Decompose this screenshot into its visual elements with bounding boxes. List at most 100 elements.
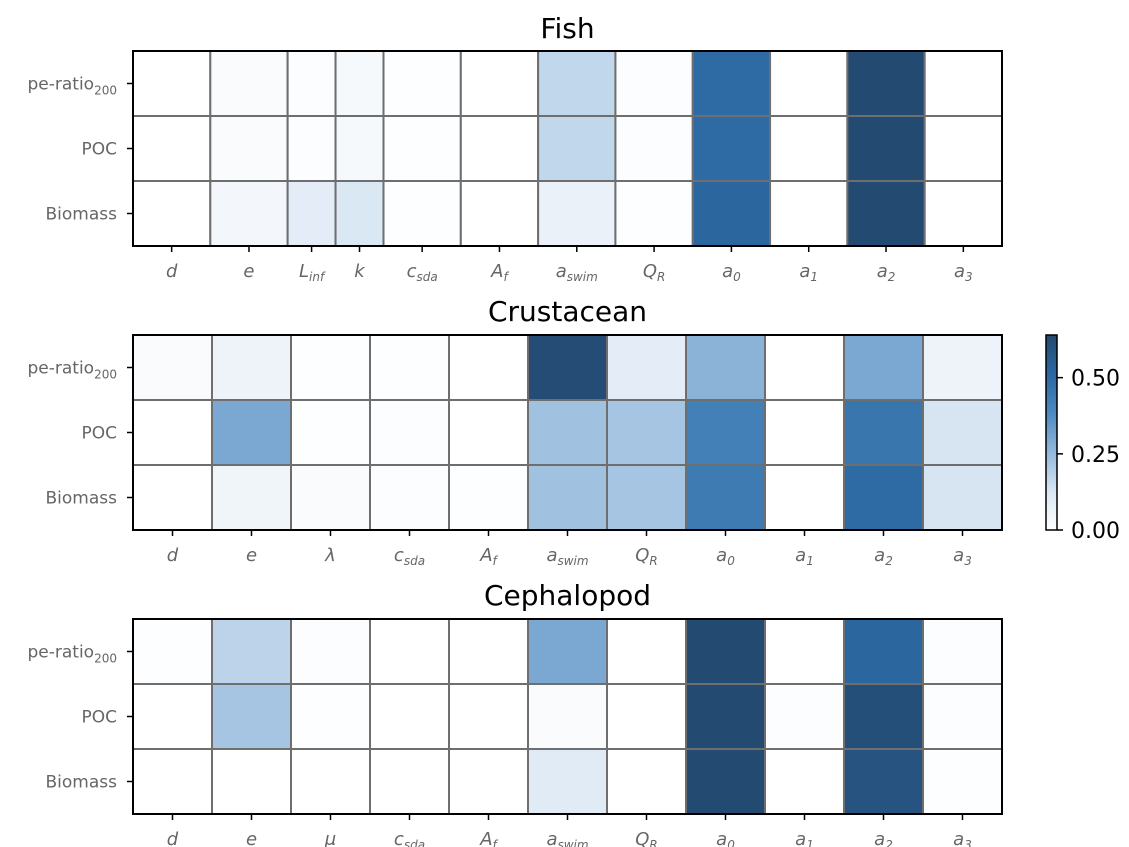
heatmap-cell (334, 115, 385, 182)
heatmap-cell (527, 399, 608, 466)
column-label-a3: a3 (953, 829, 972, 847)
heatmap-cell (369, 464, 450, 531)
heatmap-cell (843, 683, 924, 750)
column-label-af: Af (479, 829, 498, 847)
heatmap-cell (290, 683, 371, 750)
heatmap-cell (334, 50, 385, 117)
column-label-qr: QR (643, 261, 666, 284)
row-label-biomass: Biomass (46, 489, 118, 509)
column-label-a0: a0 (722, 261, 741, 284)
heatmap-cell (537, 180, 617, 247)
heatmap-cell (923, 50, 1003, 117)
heatmap-cell (769, 115, 849, 182)
column-label-a1: a1 (795, 545, 814, 568)
heatmap-cell (769, 180, 849, 247)
column-label-af: Af (490, 261, 509, 284)
colorbar-tick-label: 0.25 (1071, 443, 1120, 468)
heatmap-cell (691, 50, 772, 117)
heatmap-cell (448, 464, 529, 531)
heatmap-cell (448, 618, 529, 685)
heatmap-cell (614, 50, 694, 117)
column-label-a3: a3 (953, 545, 972, 568)
heatmap-cell (290, 464, 371, 531)
row-label-poc: POC (81, 424, 117, 444)
heatmap-cell (286, 115, 337, 182)
heatmap-cell (922, 618, 1003, 685)
colorbar-tick-label: 0.00 (1071, 519, 1120, 544)
column-label-a3: a3 (954, 261, 973, 284)
heatmap-cell (286, 180, 337, 247)
row-label-pe-ratio-200: pe-ratio200 (28, 75, 118, 98)
heatmap-cell (685, 334, 766, 401)
heatmap-panel-cephalopod: Cephalopod pe-ratio200 POC Biomass d e μ csda Af… (28, 579, 1003, 847)
heatmap-cell (132, 683, 213, 750)
column-label-csda: csda (394, 829, 425, 847)
heatmap-cell (211, 618, 292, 685)
panel-title: Crustacean (488, 295, 647, 328)
heatmap-cell (286, 50, 337, 117)
row-label-poc: POC (81, 140, 117, 160)
colorbar: 0.00 0.25 0.50 (1045, 334, 1120, 544)
heatmap-cell (764, 618, 845, 685)
heatmap-cell (922, 399, 1003, 466)
heatmap-cell (209, 50, 289, 117)
heatmap-cell (382, 50, 462, 117)
heatmap-cell (211, 464, 292, 531)
column-label-e: e (243, 261, 254, 282)
heatmap-cell (132, 464, 213, 531)
heatmap-cell (527, 334, 608, 401)
heatmap-cell (459, 50, 540, 117)
row-label-biomass: Biomass (46, 773, 118, 793)
heatmap-cell (211, 683, 292, 750)
heatmap-cell (527, 618, 608, 685)
heatmap-cell (369, 683, 450, 750)
row-label-biomass: Biomass (46, 205, 118, 225)
column-label-a2: a2 (874, 829, 893, 847)
column-label-a2: a2 (874, 545, 893, 568)
column-label-: λ (324, 545, 336, 566)
heatmap-cell (846, 180, 926, 247)
heatmap-cell (132, 618, 213, 685)
heatmap-cell (448, 748, 529, 815)
heatmap-cell (685, 683, 766, 750)
heatmap-cell (606, 618, 687, 685)
heatmap-cell (209, 180, 289, 247)
heatmap-cell (922, 334, 1003, 401)
row-label-pe-ratio-200: pe-ratio200 (28, 359, 118, 382)
column-label-csda: csda (407, 261, 438, 284)
heatmap-cell (922, 683, 1003, 750)
heatmap-cell (606, 334, 687, 401)
heatmap-cell (290, 618, 371, 685)
heatmap-cell (764, 748, 845, 815)
heatmap-cell (527, 464, 608, 531)
heatmap-cell (290, 334, 371, 401)
heatmap-cell (606, 399, 687, 466)
column-label-k: k (354, 261, 366, 282)
panel-title: Fish (540, 12, 594, 45)
heatmap-cell (614, 180, 694, 247)
heatmap-cell (764, 464, 845, 531)
column-label-d: d (167, 829, 179, 847)
heatmap-cell (685, 618, 766, 685)
heatmap-cell (209, 115, 289, 182)
heatmap-cell (922, 748, 1003, 815)
colorbar-tick-label: 0.50 (1071, 367, 1120, 392)
heatmap-cell (527, 748, 608, 815)
heatmap-cell (527, 683, 608, 750)
heatmap-cell (448, 683, 529, 750)
column-label-d: d (167, 545, 179, 566)
heatmap-cell (843, 399, 924, 466)
heatmap-cell (846, 115, 926, 182)
heatmap-cell (685, 464, 766, 531)
column-label-csda: csda (394, 545, 425, 568)
heatmap-cell (685, 399, 766, 466)
heatmap-cell (764, 399, 845, 466)
heatmap-cell (369, 618, 450, 685)
heatmap-cell (769, 50, 849, 117)
column-label-linf: Linf (299, 261, 326, 284)
heatmap-cell (448, 334, 529, 401)
heatmap-cell (132, 50, 212, 117)
heatmap-cell (606, 748, 687, 815)
column-label-: μ (324, 829, 336, 847)
heatmap-cell (382, 180, 462, 247)
